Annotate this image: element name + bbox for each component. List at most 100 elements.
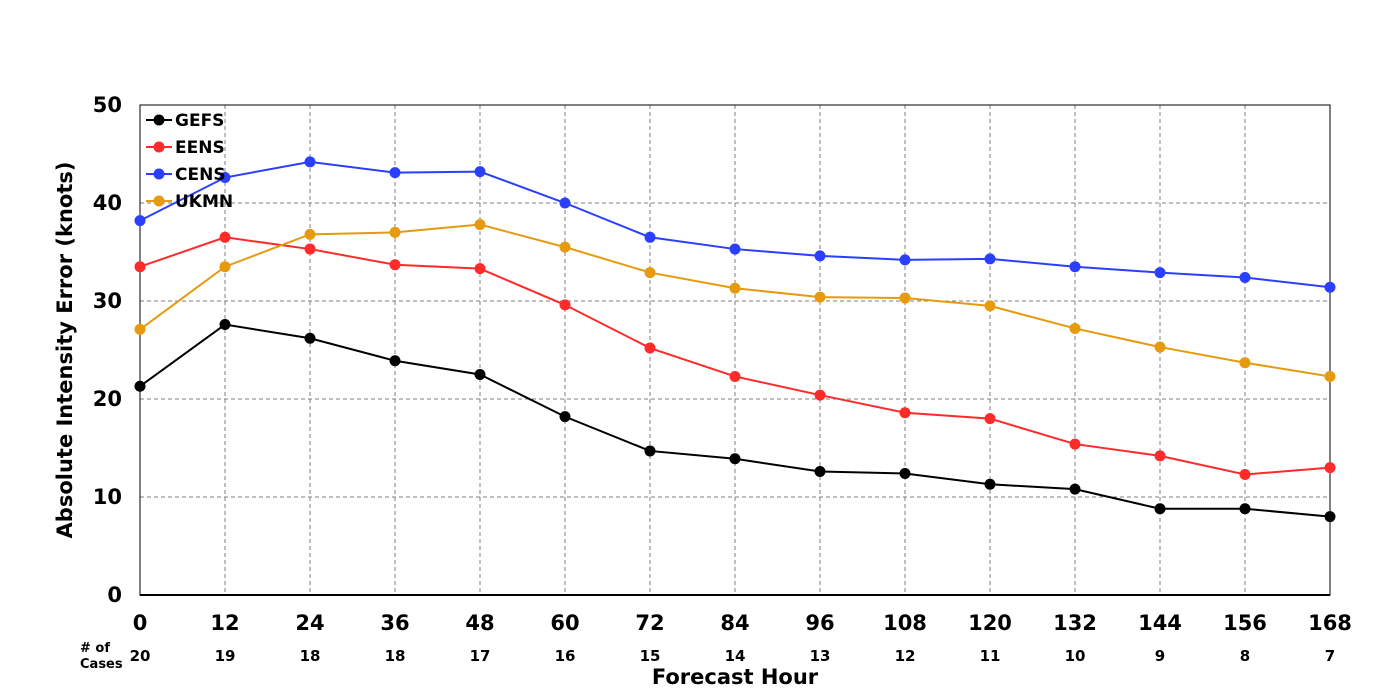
data-point-gefs [389, 355, 401, 367]
data-point-gefs [1324, 511, 1336, 523]
case-count-label: 15 [640, 647, 661, 665]
series-gefs [134, 319, 1336, 523]
series-eens [134, 231, 1336, 480]
case-count-label: 8 [1240, 647, 1250, 665]
data-point-cens [134, 215, 146, 227]
y-tick-label: 30 [93, 289, 122, 313]
data-point-ukmn [899, 292, 911, 304]
data-point-ukmn [559, 241, 571, 253]
data-point-ukmn [389, 226, 401, 238]
x-tick-label: 144 [1138, 611, 1182, 635]
x-tick-label: 156 [1223, 611, 1267, 635]
case-count-labels: 20 19 18 18 17 16 15 14 13 12 11 10 9 8 7 [130, 647, 1336, 665]
data-point-eens [474, 263, 486, 275]
series-layer [134, 156, 1336, 523]
x-tick-label: 24 [295, 611, 324, 635]
data-point-eens [1239, 468, 1251, 480]
data-point-cens [1154, 267, 1166, 279]
data-point-eens [219, 231, 231, 243]
data-point-ukmn [1324, 370, 1336, 382]
data-point-eens [1154, 450, 1166, 462]
y-tick-label: 0 [107, 583, 122, 607]
legend-item-eens: EENS [146, 138, 225, 158]
y-axis-tick-labels: 0 10 20 30 40 50 [93, 93, 122, 607]
data-point-gefs [474, 369, 486, 380]
x-axis-title: Forecast Hour [652, 665, 819, 689]
case-count-label: 17 [470, 647, 491, 665]
series-cens [134, 156, 1336, 293]
data-point-cens [984, 253, 996, 265]
case-count-label: 11 [980, 647, 1001, 665]
data-point-ukmn [729, 282, 741, 294]
data-point-gefs [984, 478, 996, 490]
x-axis-tick-labels: 0 12 24 36 48 60 72 84 96 108 120 132 144 156 168 [133, 611, 1352, 635]
data-point-eens [559, 299, 571, 311]
data-point-ukmn [1069, 322, 1081, 334]
data-point-ukmn [1239, 357, 1251, 369]
data-point-eens [644, 342, 656, 354]
cases-label-line2: Cases [80, 657, 123, 672]
case-count-label: 13 [810, 647, 831, 665]
y-tick-label: 50 [93, 93, 122, 117]
data-point-ukmn [814, 291, 826, 303]
data-point-gefs [729, 453, 741, 465]
legend-label-gefs: GEFS [175, 111, 224, 131]
data-point-gefs [1069, 483, 1081, 495]
legend: GEFS EENS CENS UKMN [146, 111, 233, 212]
x-tick-label: 36 [380, 611, 409, 635]
y-tick-label: 40 [93, 191, 122, 215]
x-tick-label: 48 [465, 611, 494, 635]
data-point-gefs [899, 467, 911, 479]
data-point-eens [304, 243, 316, 255]
case-count-label: 18 [385, 647, 406, 665]
data-point-cens [1324, 281, 1336, 293]
data-point-cens [814, 250, 826, 262]
legend-item-gefs: GEFS [146, 111, 224, 131]
data-point-gefs [559, 411, 571, 423]
data-point-eens [729, 370, 741, 382]
x-tick-label: 84 [720, 611, 749, 635]
data-point-gefs [1154, 503, 1166, 515]
data-point-cens [219, 172, 231, 184]
legend-item-ukmn: UKMN [146, 192, 233, 212]
data-point-cens [304, 156, 316, 168]
y-axis-title: Absolute Intensity Error (knots) [53, 162, 77, 539]
case-count-label: 19 [215, 647, 236, 665]
data-point-eens [814, 389, 826, 401]
y-tick-label: 20 [93, 387, 122, 411]
data-point-eens [1324, 462, 1336, 474]
x-tick-label: 132 [1053, 611, 1097, 635]
data-point-ukmn [304, 228, 316, 240]
x-tick-label: 108 [883, 611, 927, 635]
data-point-ukmn [644, 267, 656, 279]
cases-label-line1: # of [80, 641, 110, 656]
data-point-cens [389, 167, 401, 179]
x-tick-label: 72 [635, 611, 664, 635]
data-point-cens [1069, 261, 1081, 273]
case-count-label: 18 [300, 647, 321, 665]
data-point-eens [899, 407, 911, 419]
legend-marker-gefs [153, 114, 165, 126]
legend-marker-ukmn [153, 195, 165, 207]
case-count-label: 9 [1155, 647, 1165, 665]
data-point-ukmn [134, 323, 146, 335]
y-tick-label: 10 [93, 485, 122, 509]
case-count-label: 14 [725, 647, 746, 665]
data-point-gefs [814, 466, 826, 478]
data-point-gefs [219, 319, 231, 331]
grid-lines [140, 105, 1330, 595]
data-point-eens [134, 261, 146, 273]
x-tick-label: 120 [968, 611, 1012, 635]
case-count-label: 7 [1325, 647, 1335, 665]
data-point-cens [1239, 271, 1251, 283]
case-count-label: 10 [1065, 647, 1086, 665]
x-tick-label: 12 [210, 611, 239, 635]
legend-label-cens: CENS [175, 165, 226, 185]
data-point-eens [389, 259, 401, 271]
data-point-cens [559, 197, 571, 209]
x-tick-label: 96 [805, 611, 834, 635]
series-ukmn [134, 219, 1336, 382]
x-tick-label: 60 [550, 611, 579, 635]
data-point-ukmn [1154, 341, 1166, 353]
